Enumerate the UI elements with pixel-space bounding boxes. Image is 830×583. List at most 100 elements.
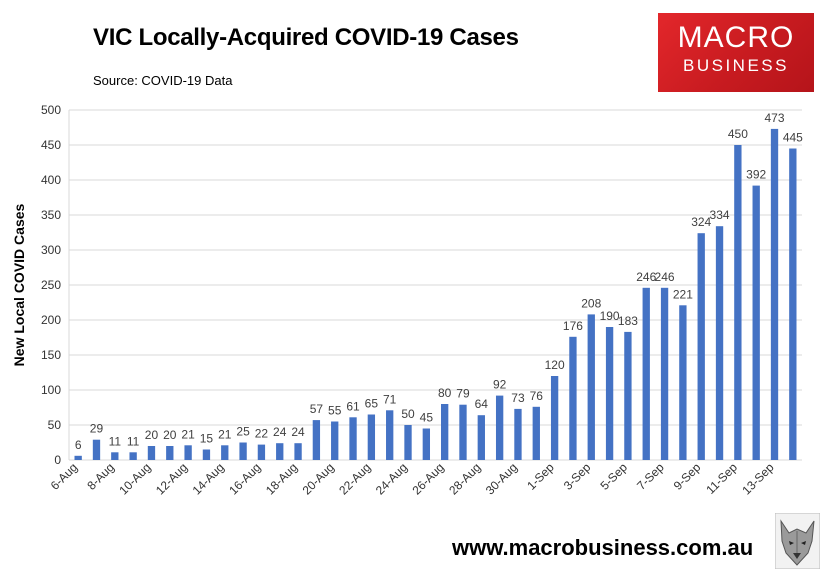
macrobusiness-logo: MACRO BUSINESS	[658, 13, 814, 92]
data-label: 61	[346, 399, 360, 413]
bar-15-Aug	[239, 442, 247, 460]
bar-5-Sep	[624, 331, 632, 460]
bar-13-Sep	[770, 128, 779, 460]
x-tick-label: 26-Aug	[410, 460, 447, 497]
data-label: 79	[456, 387, 470, 401]
bar-31-Aug	[532, 406, 540, 460]
x-tick-label: 12-Aug	[153, 460, 190, 497]
bar-25-Aug	[422, 428, 431, 460]
y-tick-label: 200	[41, 313, 61, 327]
bar-2-Sep	[569, 336, 577, 460]
bar-14-Aug	[221, 445, 229, 460]
y-tick-label: 100	[41, 383, 61, 397]
data-label: 450	[728, 127, 748, 141]
bar-7-Sep	[660, 287, 669, 460]
data-label: 80	[438, 386, 452, 400]
data-label: 76	[530, 389, 544, 403]
bar-12-Aug	[184, 445, 192, 460]
bar-10-Aug	[147, 446, 156, 460]
x-tick-label: 13-Sep	[739, 460, 776, 497]
y-tick-label: 150	[41, 348, 61, 362]
data-label: 45	[420, 411, 434, 425]
x-tick-label: 16-Aug	[226, 460, 263, 497]
bar-9-Sep	[697, 233, 705, 460]
data-label: 221	[673, 287, 693, 301]
bar-16-Aug	[257, 444, 266, 460]
data-label: 55	[328, 404, 342, 418]
data-label: 120	[545, 358, 565, 372]
data-labels: 6 29 11 11 20 20 21 15 21 25 22 24 24 57 55 61 65 71 50 45 8…	[75, 111, 803, 452]
data-label: 65	[365, 397, 379, 411]
data-label: 22	[255, 427, 269, 441]
bar-30-Aug	[514, 408, 522, 460]
x-tick-label: 7-Sep	[634, 460, 667, 493]
bar-22-Aug	[367, 414, 376, 460]
data-label: 6	[75, 438, 82, 452]
bar-14-Sep	[789, 148, 797, 460]
data-label: 29	[90, 422, 104, 436]
data-label: 73	[511, 391, 525, 405]
bar-9-Aug	[129, 452, 137, 460]
bar-1-Sep	[550, 376, 559, 460]
data-label: 324	[691, 215, 711, 229]
bar-24-Aug	[404, 425, 412, 460]
y-tick-label: 0	[54, 453, 61, 467]
data-label: 246	[655, 270, 675, 284]
data-label: 334	[710, 208, 730, 222]
y-axis-label: New Local COVID Cases	[11, 203, 27, 366]
bar-17-Aug	[276, 443, 284, 460]
x-tick-label: 10-Aug	[116, 460, 153, 497]
data-label: 15	[200, 432, 214, 446]
wolf-head-icon	[775, 513, 820, 569]
data-label: 183	[618, 314, 638, 328]
data-label: 473	[764, 111, 784, 125]
bar-12-Sep	[752, 185, 760, 460]
x-axis-ticks: 6-Aug 8-Aug 10-Aug 12-Aug 14-Aug 16-Aug 18-Aug…	[48, 460, 777, 497]
bar-27-Aug	[459, 404, 467, 460]
y-tick-label: 50	[48, 418, 62, 432]
data-label: 24	[273, 425, 287, 439]
bar-6-Aug	[74, 455, 82, 460]
bar-8-Aug	[111, 452, 119, 460]
data-label: 190	[600, 309, 620, 323]
data-label: 92	[493, 378, 507, 392]
bar-23-Aug	[386, 410, 394, 460]
gridlines	[68, 109, 802, 461]
data-label: 21	[218, 427, 232, 441]
x-tick-label: 20-Aug	[300, 460, 337, 497]
data-label: 57	[310, 402, 324, 416]
y-tick-label: 350	[41, 208, 61, 222]
chart-title: VIC Locally-Acquired COVID-19 Cases	[93, 24, 519, 51]
x-tick-label: 5-Sep	[597, 460, 630, 493]
y-axis-ticks: 0 50 100 150 200 250 300 350 400 450 500	[41, 103, 61, 467]
data-label: 71	[383, 392, 397, 406]
y-tick-label: 500	[41, 103, 61, 117]
data-label: 208	[581, 296, 601, 310]
bar-7-Aug	[92, 439, 101, 460]
x-tick-label: 1-Sep	[524, 460, 557, 493]
data-label: 64	[475, 397, 489, 411]
x-tick-label: 6-Aug	[48, 460, 81, 493]
data-label: 21	[181, 427, 195, 441]
bar-3-Sep	[587, 314, 595, 460]
data-label: 392	[746, 168, 766, 182]
bar-13-Aug	[202, 449, 211, 460]
y-tick-label: 250	[41, 278, 61, 292]
x-tick-label: 3-Sep	[561, 460, 594, 493]
data-label: 25	[236, 425, 250, 439]
x-tick-label: 8-Aug	[84, 460, 117, 493]
bar-21-Aug	[349, 417, 357, 460]
data-label: 445	[783, 131, 803, 145]
logo-line-2: BUSINESS	[683, 56, 789, 75]
data-label: 50	[401, 407, 415, 421]
bar-4-Sep	[605, 327, 614, 460]
x-tick-label: 18-Aug	[263, 460, 300, 497]
y-tick-label: 450	[41, 138, 61, 152]
bar-8-Sep	[679, 305, 687, 460]
bar-11-Aug	[166, 446, 174, 460]
chart-source: Source: COVID-19 Data	[93, 73, 233, 88]
website-url: www.macrobusiness.com.au	[452, 535, 754, 560]
x-tick-label: 30-Aug	[483, 460, 520, 497]
logo-line-1: MACRO	[677, 21, 795, 54]
data-label: 246	[636, 270, 656, 284]
